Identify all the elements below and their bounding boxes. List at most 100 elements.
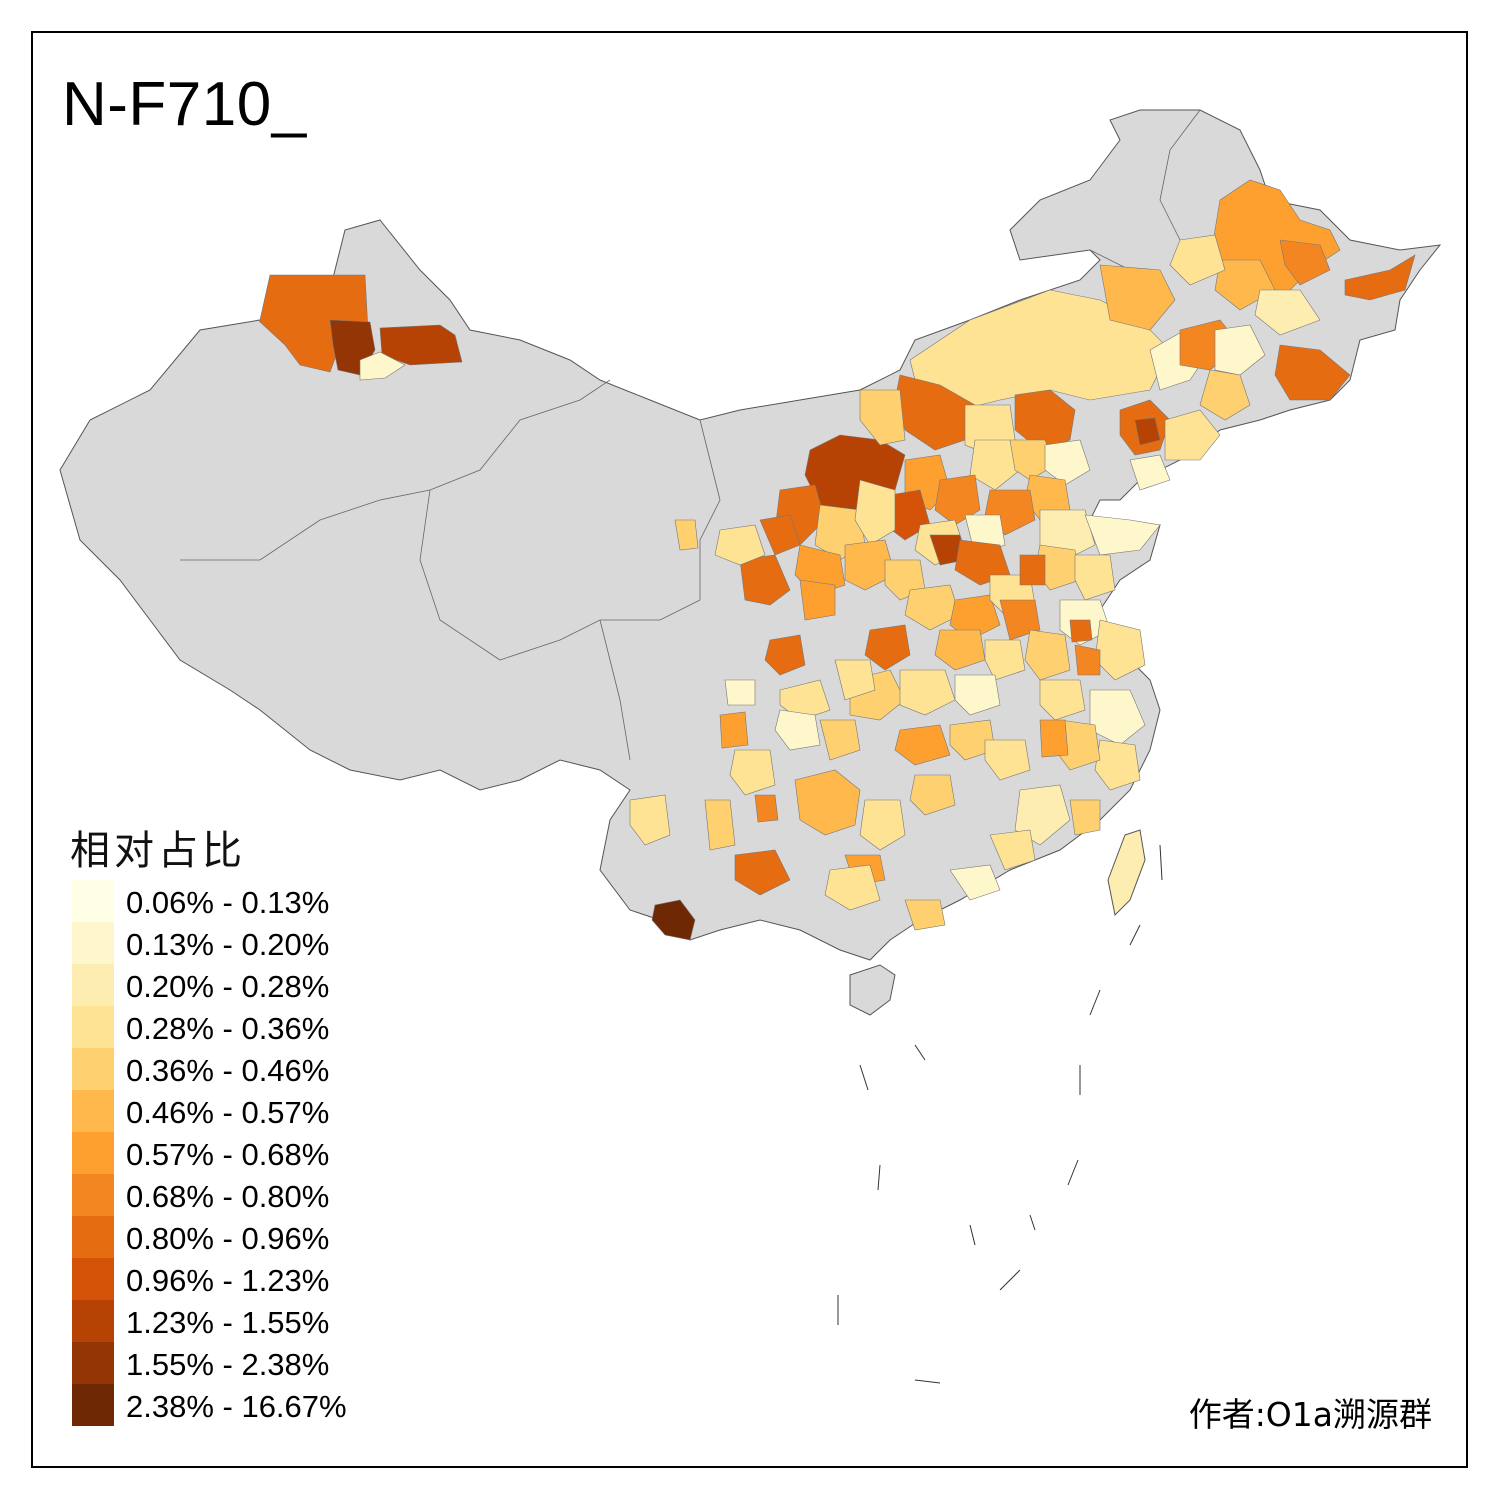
legend-label: 0.80% - 0.96%	[126, 1221, 330, 1256]
region-jl-4	[1199, 369, 1251, 421]
region-yn-1	[729, 749, 776, 796]
legend-swatch	[72, 1258, 114, 1300]
region-hn-2	[949, 594, 1001, 641]
legend-item: 0.46% - 0.57%	[72, 1090, 392, 1132]
region-hlj-2	[1279, 239, 1331, 286]
region-ah-3	[1074, 644, 1101, 676]
region-xj-1	[257, 274, 369, 373]
region-xj-4	[359, 351, 406, 381]
map-frame	[31, 31, 1468, 1468]
region-gs-1	[739, 554, 791, 606]
region-yn-2	[704, 799, 736, 851]
legend-item: 2.38% - 16.67%	[72, 1384, 392, 1426]
legend-item: 1.55% - 2.38%	[72, 1342, 392, 1384]
region-hainan	[849, 964, 896, 1016]
region-gs-3	[674, 519, 699, 551]
region-hub-4	[894, 724, 951, 766]
legend-swatch	[72, 1090, 114, 1132]
region-sc-6	[724, 679, 756, 706]
region-hn-6	[984, 639, 1026, 681]
south-sea-islands	[837, 844, 1163, 1384]
region-hn-7	[864, 624, 911, 671]
author-credit: 作者:O1a溯源群	[1188, 1395, 1432, 1434]
legend-title: 相对占比	[70, 828, 246, 874]
legend-label: 2.38% - 16.67%	[126, 1389, 347, 1424]
legend-swatch	[72, 1300, 114, 1342]
region-hub-3	[954, 674, 1001, 716]
legend: 0.06% - 0.13% 0.13% - 0.20% 0.20% - 0.28% 0…	[72, 880, 392, 1426]
region-sn-5	[844, 539, 896, 591]
region-jx-1	[984, 739, 1031, 781]
region-gs-2	[714, 524, 766, 566]
legend-label: 0.68% - 0.80%	[126, 1179, 330, 1214]
legend-item: 0.96% - 1.23%	[72, 1258, 392, 1300]
region-sc-5	[834, 659, 876, 701]
region-nm-4	[1014, 389, 1076, 451]
region-sc-1	[764, 634, 806, 676]
legend-label: 0.13% - 0.20%	[126, 927, 330, 962]
region-hlj-5	[1344, 254, 1416, 301]
region-sc-4	[819, 719, 861, 761]
legend-label: 0.57% - 0.68%	[126, 1137, 330, 1172]
region-ln-4	[1129, 454, 1171, 491]
region-yn-3	[629, 794, 671, 846]
legend-label: 1.55% - 2.38%	[126, 1347, 330, 1382]
legend-swatch	[72, 1006, 114, 1048]
region-hlj-4	[1169, 234, 1226, 286]
legend-item: 0.06% - 0.13%	[72, 880, 392, 922]
legend-label: 1.23% - 1.55%	[126, 1305, 330, 1340]
region-ah-2	[1039, 679, 1086, 721]
legend-item: 1.23% - 1.55%	[72, 1300, 392, 1342]
legend-swatch	[72, 1048, 114, 1090]
legend-swatch	[72, 964, 114, 1006]
region-gx-1	[824, 864, 881, 911]
legend-item: 0.57% - 0.68%	[72, 1132, 392, 1174]
region-yn-6	[754, 794, 779, 823]
region-sd-4	[1019, 554, 1046, 586]
region-yn-5	[651, 899, 696, 941]
region-hun-1	[794, 769, 861, 836]
legend-swatch	[72, 922, 114, 964]
region-jx-2	[1039, 719, 1069, 758]
region-gx-2	[904, 899, 946, 931]
region-fj-2	[1069, 799, 1101, 836]
legend-swatch	[72, 1174, 114, 1216]
region-ln-2	[1134, 417, 1161, 446]
region-hub-2	[899, 669, 956, 716]
region-jl-2	[1214, 324, 1266, 376]
legend-item: 0.36% - 0.46%	[72, 1048, 392, 1090]
region-ln-3	[1164, 409, 1221, 461]
legend-item: 0.28% - 0.36%	[72, 1006, 392, 1048]
legend-label: 0.28% - 0.36%	[126, 1011, 330, 1046]
legend-swatch	[72, 1216, 114, 1258]
legend-label: 0.20% - 0.28%	[126, 969, 330, 1004]
legend-label: 0.36% - 0.46%	[126, 1053, 330, 1088]
region-hlj-6	[1254, 289, 1321, 336]
region-hb-1	[969, 439, 1021, 491]
legend-label: 0.96% - 1.23%	[126, 1263, 330, 1298]
region-gd-1	[949, 864, 1001, 901]
region-hub-5	[949, 719, 996, 761]
region-nm-3	[859, 389, 906, 446]
region-zj-1	[1089, 689, 1146, 746]
legend-swatch	[72, 1384, 114, 1426]
region-taiwan	[1107, 829, 1146, 917]
region-sc-7	[719, 711, 749, 749]
region-sn-3	[854, 479, 896, 546]
legend-item: 0.68% - 0.80%	[72, 1174, 392, 1216]
region-gs-4	[759, 514, 801, 556]
region-yn-4	[734, 849, 791, 896]
region-zj-2	[1094, 739, 1141, 791]
legend-item: 0.20% - 0.28%	[72, 964, 392, 1006]
region-gd-2	[989, 829, 1036, 871]
legend-swatch	[72, 1342, 114, 1384]
region-im-2	[1099, 264, 1176, 331]
region-jl-3	[1274, 344, 1351, 401]
region-sd-2	[1084, 514, 1161, 556]
map-title: N-F710_	[62, 70, 307, 139]
legend-item: 0.80% - 0.96%	[72, 1216, 392, 1258]
region-sd-5	[1074, 554, 1116, 601]
legend-label: 0.46% - 0.57%	[126, 1095, 330, 1130]
region-ah-1	[1024, 629, 1071, 681]
